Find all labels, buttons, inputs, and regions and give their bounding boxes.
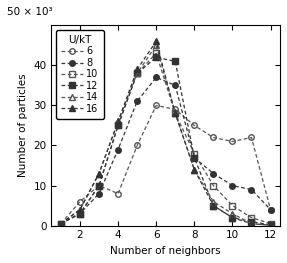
12 xyxy=(250,220,253,223)
16 xyxy=(78,208,82,211)
10 xyxy=(135,72,139,75)
6 xyxy=(212,136,215,139)
Legend: 6, 8, 10, 12, 14, 16: 6, 8, 10, 12, 14, 16 xyxy=(56,30,104,119)
14 xyxy=(193,168,196,171)
16 xyxy=(135,68,139,71)
8 xyxy=(78,212,82,215)
Line: 16: 16 xyxy=(58,38,273,228)
6 xyxy=(59,222,63,225)
6 xyxy=(154,104,158,107)
12 xyxy=(212,204,215,207)
Line: 10: 10 xyxy=(58,50,273,226)
X-axis label: Number of neighbors: Number of neighbors xyxy=(110,246,221,256)
10 xyxy=(116,124,120,127)
8 xyxy=(97,192,101,195)
6 xyxy=(193,124,196,127)
14 xyxy=(116,120,120,123)
10 xyxy=(154,52,158,55)
6 xyxy=(250,136,253,139)
16 xyxy=(250,222,253,225)
12 xyxy=(231,216,234,219)
8 xyxy=(116,148,120,151)
Line: 14: 14 xyxy=(58,43,273,228)
14 xyxy=(231,212,234,215)
6 xyxy=(135,144,139,147)
6 xyxy=(78,200,82,203)
14 xyxy=(250,222,253,225)
6 xyxy=(269,208,272,211)
Text: 50 × 10³: 50 × 10³ xyxy=(7,7,53,17)
14 xyxy=(97,172,101,175)
6 xyxy=(97,184,101,187)
10 xyxy=(250,216,253,219)
8 xyxy=(231,184,234,187)
14 xyxy=(174,112,177,115)
6 xyxy=(116,192,120,195)
14 xyxy=(78,208,82,211)
16 xyxy=(97,172,101,175)
10 xyxy=(193,152,196,155)
8 xyxy=(59,222,63,225)
14 xyxy=(59,222,63,225)
14 xyxy=(135,72,139,75)
16 xyxy=(174,112,177,115)
16 xyxy=(154,40,158,43)
Line: 6: 6 xyxy=(58,103,273,226)
6 xyxy=(231,140,234,143)
8 xyxy=(174,84,177,87)
Line: 12: 12 xyxy=(58,54,273,227)
16 xyxy=(269,224,272,227)
14 xyxy=(269,224,272,227)
12 xyxy=(97,184,101,187)
16 xyxy=(193,168,196,171)
16 xyxy=(212,204,215,207)
8 xyxy=(212,172,215,175)
10 xyxy=(231,204,234,207)
12 xyxy=(193,156,196,159)
Line: 8: 8 xyxy=(58,75,273,226)
8 xyxy=(135,100,139,103)
14 xyxy=(212,200,215,203)
Y-axis label: Number of particles: Number of particles xyxy=(18,74,28,177)
10 xyxy=(59,222,63,225)
8 xyxy=(269,208,272,211)
10 xyxy=(212,184,215,187)
16 xyxy=(59,222,63,225)
10 xyxy=(269,222,272,225)
12 xyxy=(78,212,82,215)
10 xyxy=(78,212,82,215)
12 xyxy=(116,124,120,127)
10 xyxy=(174,112,177,115)
6 xyxy=(174,108,177,111)
12 xyxy=(269,223,272,226)
16 xyxy=(116,120,120,123)
12 xyxy=(59,222,63,225)
12 xyxy=(154,56,158,59)
16 xyxy=(231,216,234,219)
8 xyxy=(154,76,158,79)
8 xyxy=(193,156,196,159)
12 xyxy=(135,72,139,75)
12 xyxy=(174,60,177,63)
14 xyxy=(154,44,158,47)
8 xyxy=(250,188,253,191)
10 xyxy=(97,184,101,187)
